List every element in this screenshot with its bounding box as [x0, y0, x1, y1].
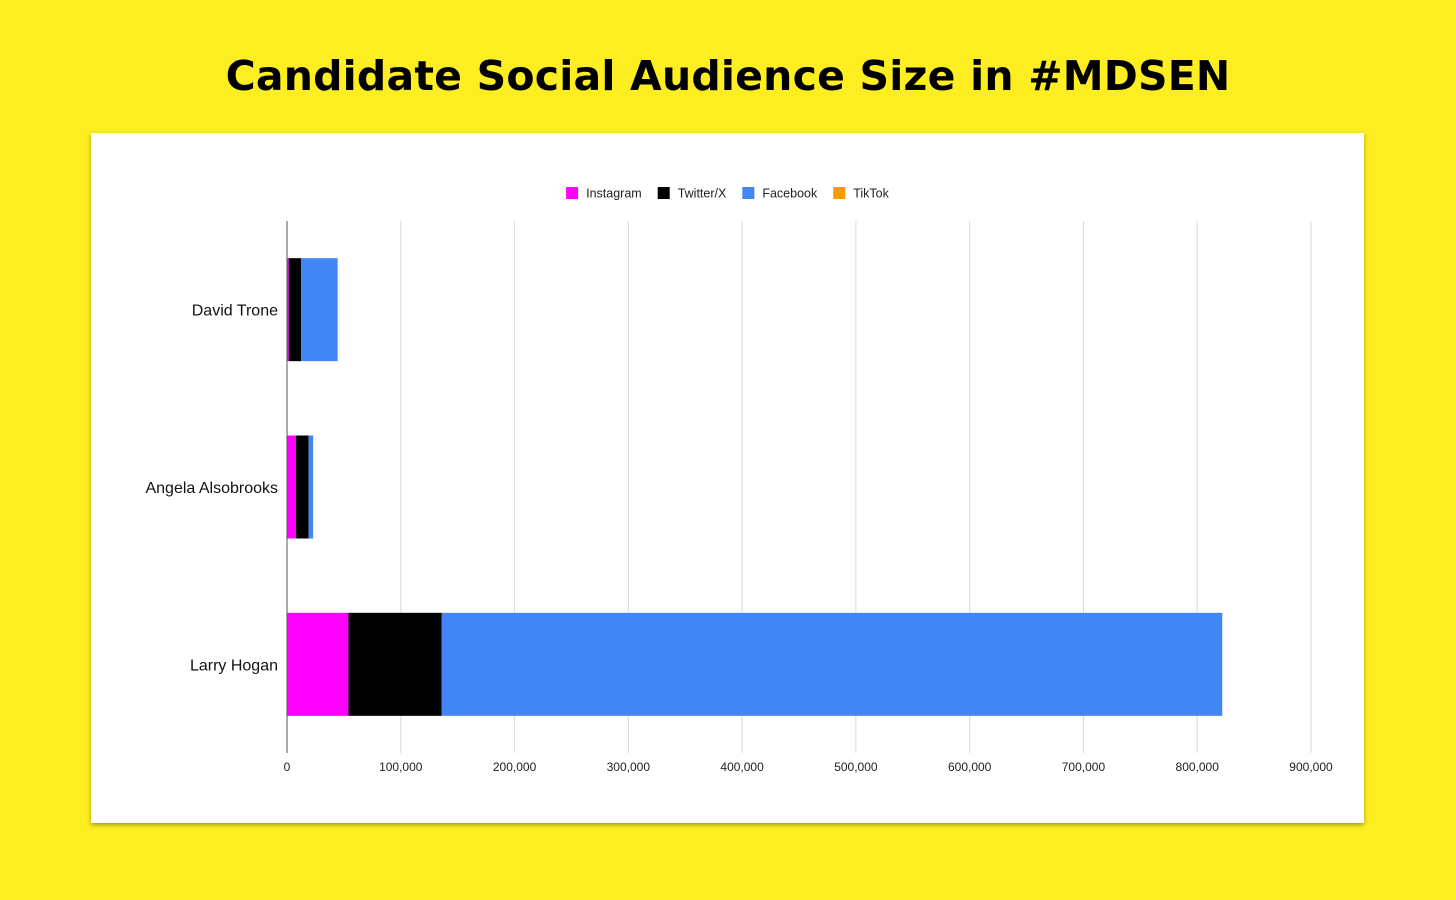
- bar-segment: [301, 258, 338, 362]
- stacked-bar-chart: 0 100,000 200,000 300,000 400,000 500,000 600,…: [145, 187, 1333, 775]
- x-tick-label: 200,000: [493, 760, 537, 774]
- bar-segment: [308, 435, 314, 539]
- bar-segment: [288, 258, 302, 362]
- bar-segment: [296, 435, 309, 539]
- bar-segment: [287, 435, 297, 539]
- x-tick-label: 700,000: [1062, 760, 1106, 774]
- x-tick-label: 0: [284, 760, 291, 774]
- x-tick-labels: 0 100,000 200,000 300,000 400,000 500,000 600,…: [284, 760, 1333, 774]
- legend-swatch: [833, 187, 846, 199]
- x-tick-label: 300,000: [607, 760, 651, 774]
- category-label: David Trone: [192, 303, 278, 320]
- bar-segment: [287, 612, 349, 716]
- x-tick-label: 500,000: [834, 760, 878, 774]
- legend-item: Instagram: [566, 187, 642, 201]
- legend-label: TikTok: [853, 187, 889, 201]
- category-label: Angela Alsobrooks: [145, 480, 278, 497]
- legend-item: Facebook: [742, 187, 818, 201]
- x-tick-label: 900,000: [1289, 760, 1333, 774]
- chart-card: 0 100,000 200,000 300,000 400,000 500,000 600,…: [91, 133, 1364, 823]
- x-tick-label: 100,000: [379, 760, 423, 774]
- legend-label: Twitter/X: [678, 187, 727, 201]
- legend-label: Facebook: [762, 187, 818, 201]
- legend-swatch: [742, 187, 755, 199]
- x-tick-label: 800,000: [1176, 760, 1220, 774]
- legend-label: Instagram: [586, 187, 642, 201]
- bar-segment: [348, 612, 442, 716]
- bars: [287, 258, 1223, 716]
- legend: Instagram Twitter/X Facebook TikTok: [566, 187, 890, 201]
- legend-swatch: [566, 187, 579, 199]
- category-label: Larry Hogan: [190, 657, 278, 674]
- gridlines: [400, 221, 1312, 753]
- x-tick-label: 600,000: [948, 760, 992, 774]
- page-title: Candidate Social Audience Size in #MDSEN: [225, 52, 1231, 100]
- bar-segment: [441, 612, 1223, 716]
- legend-item: TikTok: [833, 187, 890, 201]
- bar-segment: [287, 258, 289, 362]
- legend-item: Twitter/X: [657, 187, 727, 201]
- x-tick-label: 400,000: [720, 760, 764, 774]
- category-labels: David Trone Angela Alsobrooks Larry Hogan: [145, 303, 278, 675]
- legend-swatch: [657, 187, 670, 199]
